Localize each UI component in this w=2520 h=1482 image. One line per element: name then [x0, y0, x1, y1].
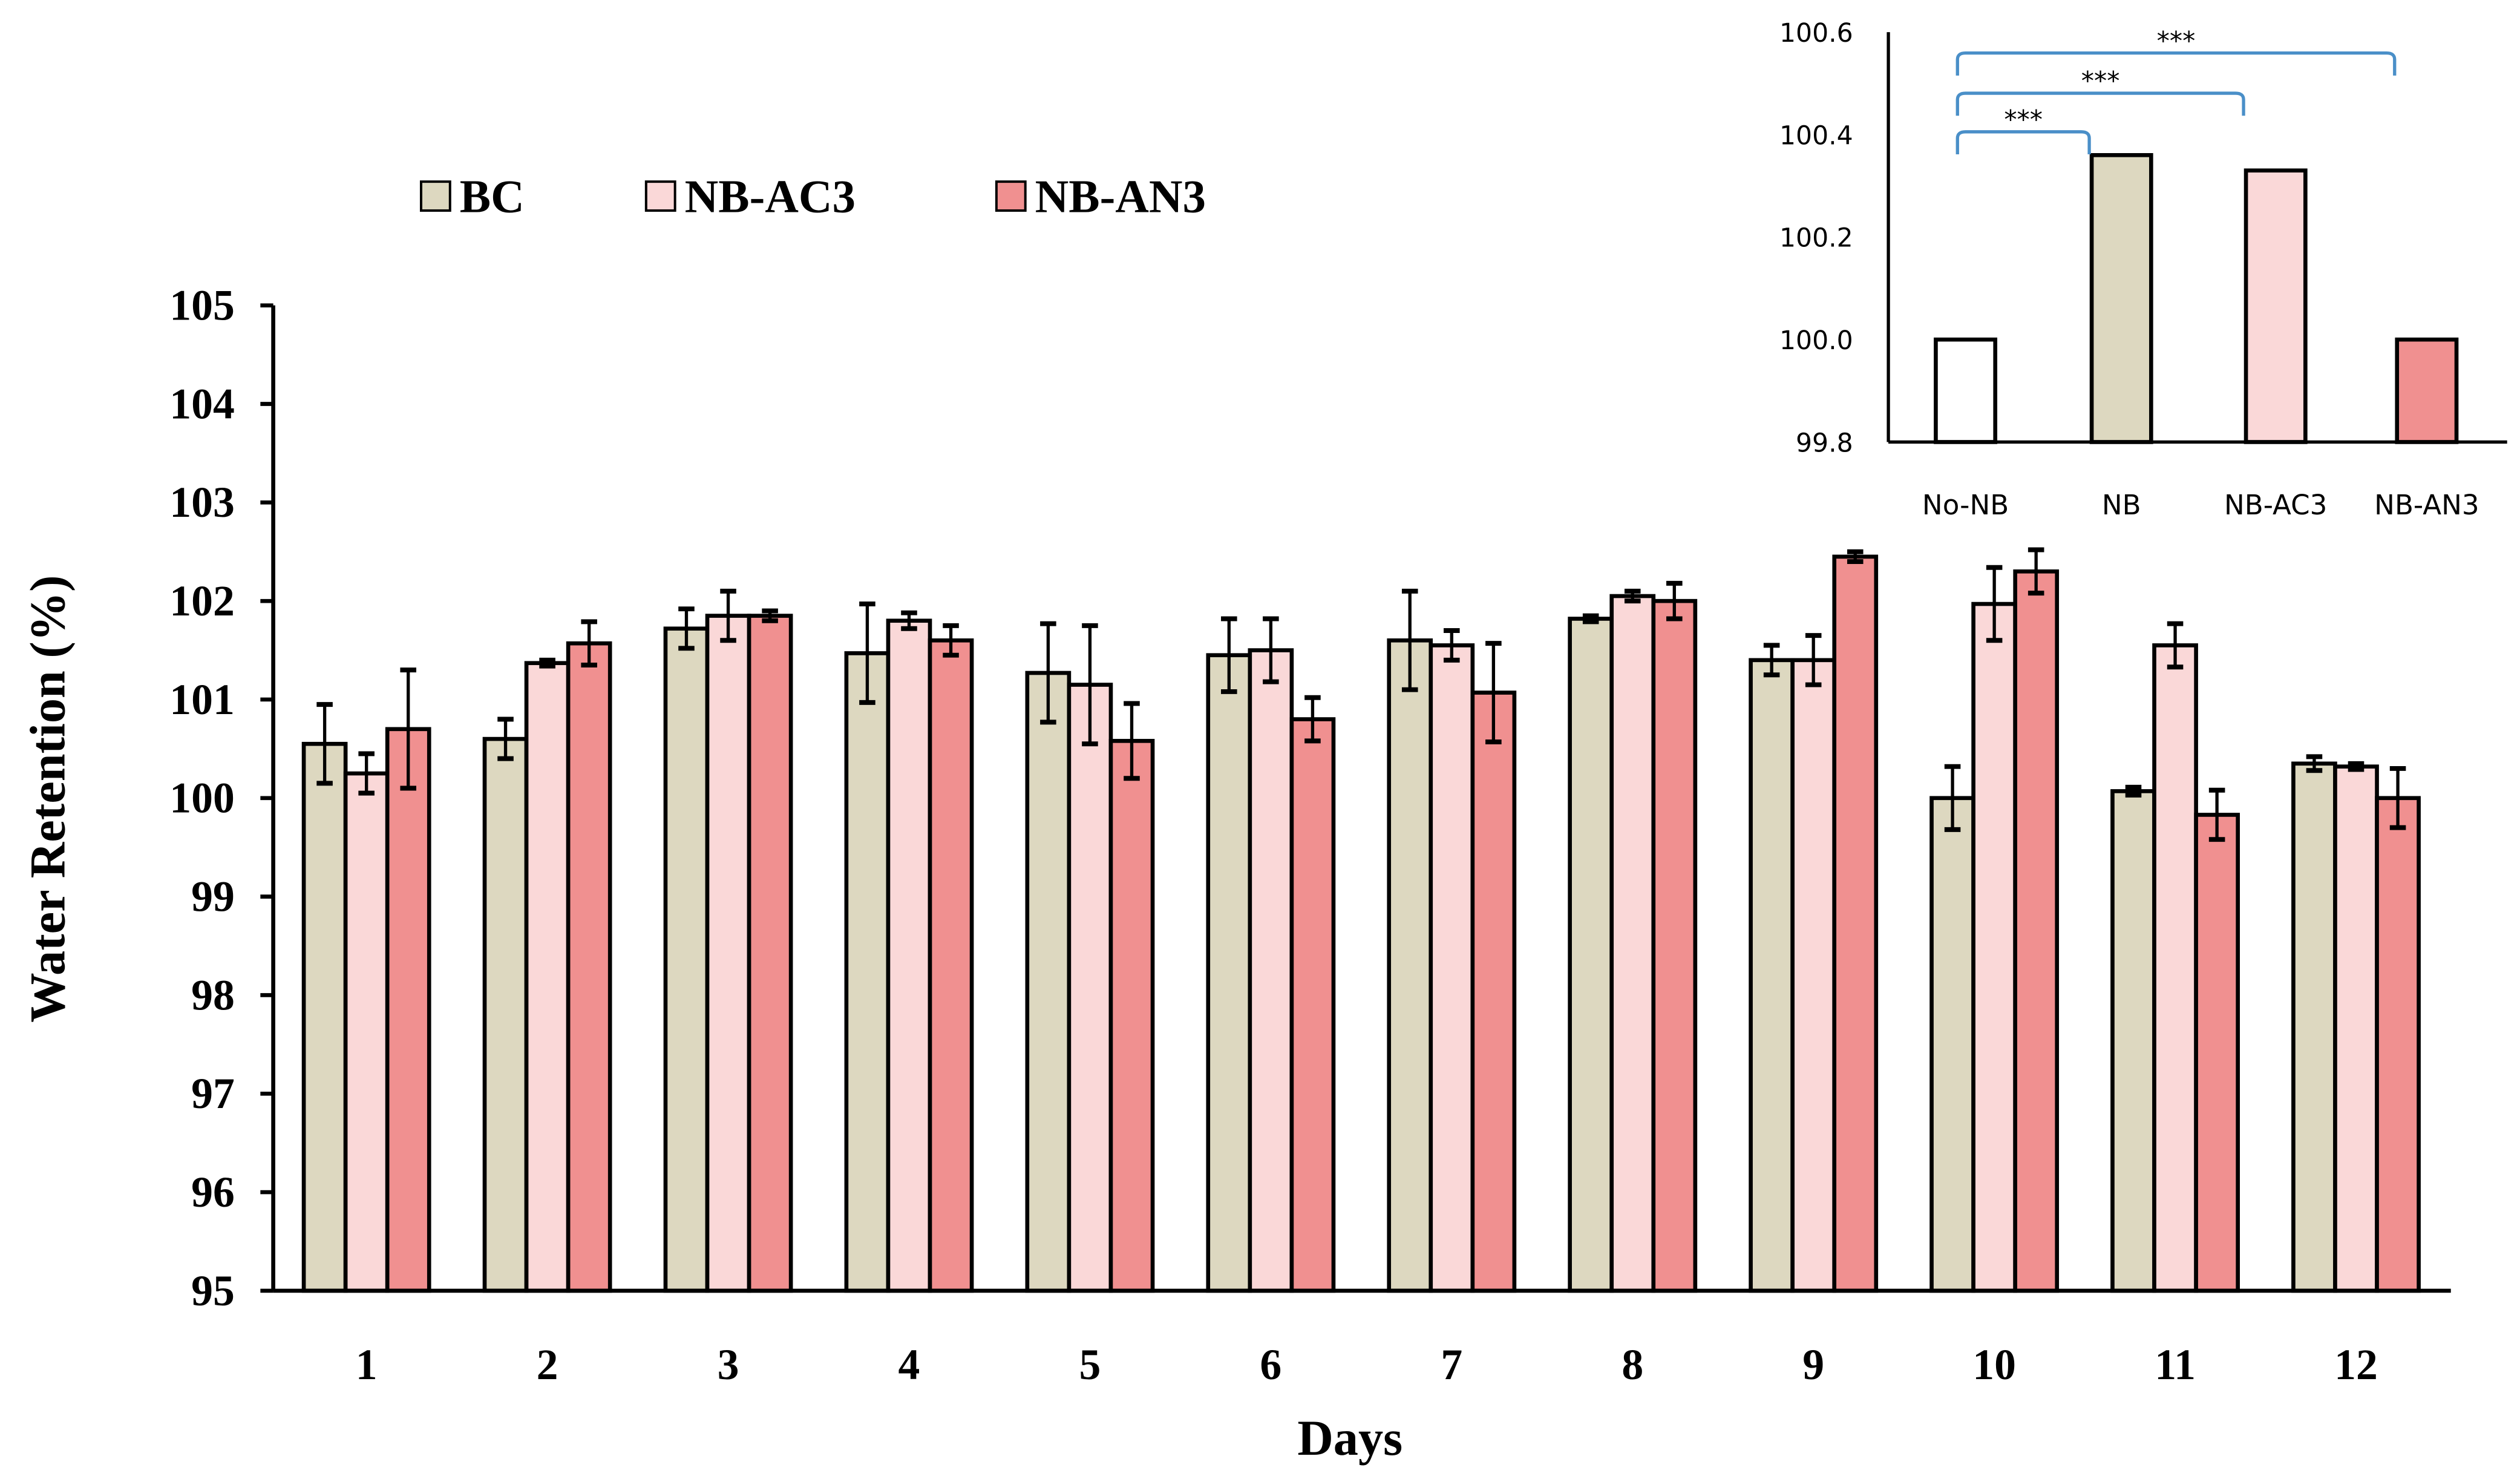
x-tick-label: 5 [1079, 1340, 1101, 1389]
legend-label: NB-AC3 [685, 171, 856, 223]
bar-nb-ac3-day-12 [2333, 764, 2379, 1293]
inset-bar-nb-ac3 [2243, 168, 2308, 444]
y-tick-label: 96 [191, 1168, 235, 1216]
x-tick-label: 1 [356, 1340, 378, 1389]
y-tick-label: 105 [169, 281, 235, 330]
y-tick-label: 98 [191, 971, 235, 1019]
inset-y-tick-label: 100.0 [1779, 326, 1853, 356]
y-tick-label: 97 [191, 1069, 235, 1118]
x-tick-label: 12 [2334, 1340, 2378, 1389]
bar-nb-ac3-day-4 [886, 618, 932, 1293]
bar-nb-an3-day-11 [2194, 813, 2240, 1293]
bar-bc-day-3 [663, 626, 710, 1293]
bar-nb-an3-day-6 [1289, 717, 1336, 1293]
inset-x-tick-label: NB-AC3 [2224, 489, 2327, 521]
bar-bc-day-5 [1025, 671, 1072, 1293]
bar-nb-ac3-day-5 [1067, 683, 1113, 1293]
y-tick-label: 101 [169, 675, 235, 724]
legend-label: NB-AN3 [1035, 171, 1206, 223]
bar-nb-ac3-day-9 [1790, 658, 1837, 1293]
y-tick-label: 95 [191, 1267, 235, 1315]
y-axis-title: Water Retention (%) [20, 575, 75, 1022]
y-tick-label: 103 [169, 478, 235, 526]
legend-swatch-nb-ac3 [644, 180, 676, 212]
x-tick-label: 4 [898, 1340, 920, 1389]
inset-y-tick-label: 100.2 [1779, 224, 1853, 254]
bar-nb-an3-day-5 [1108, 739, 1155, 1293]
y-tick-label: 100 [169, 774, 235, 822]
significance-label: *** [2081, 67, 2120, 97]
significance-bracket [1955, 91, 2245, 116]
bar-nb-an3-day-2 [566, 641, 612, 1293]
bar-nb-an3-day-7 [1470, 690, 1517, 1293]
legend-label: BC [460, 171, 525, 223]
x-tick-label: 2 [537, 1340, 558, 1389]
x-tick-label: 11 [2155, 1340, 2196, 1389]
bar-bc-day-7 [1387, 638, 1433, 1293]
inset-bar-no-nb [1934, 337, 1998, 444]
bar-nb-an3-day-4 [928, 638, 974, 1293]
inset-x-tick-label: NB [2102, 489, 2141, 521]
bar-bc-day-12 [2291, 761, 2337, 1293]
significance-label: *** [2004, 105, 2043, 135]
bar-nb-ac3-day-1 [343, 771, 390, 1293]
bar-nb-an3-day-8 [1651, 598, 1698, 1293]
inset-y-tick-label: 99.8 [1796, 428, 1853, 458]
y-tick-label: 104 [169, 379, 235, 428]
bar-nb-ac3-day-7 [1429, 643, 1475, 1293]
bar-nb-an3-day-3 [747, 614, 793, 1293]
significance-bracket [1955, 130, 2091, 154]
bar-bc-day-2 [482, 736, 529, 1293]
inset-x-tick-label: No-NB [1922, 489, 2009, 521]
bar-bc-day-6 [1206, 653, 1252, 1293]
inset-y-tick-label: 100.6 [1779, 19, 1853, 48]
x-tick-label: 9 [1802, 1340, 1824, 1389]
bar-nb-an3-day-1 [385, 727, 431, 1293]
x-axis-title: Days [1297, 1411, 1402, 1466]
inset-x-tick-label: NB-AN3 [2374, 489, 2479, 521]
bar-bc-day-11 [2110, 789, 2156, 1293]
inset-bar-nb-an3 [2395, 337, 2459, 444]
bar-nb-ac3-day-3 [705, 614, 751, 1293]
inset-y-tick-label: 100.4 [1779, 121, 1853, 151]
legend-swatch-bc [419, 180, 451, 212]
x-tick-label: 8 [1622, 1340, 1643, 1389]
x-tick-label: 7 [1441, 1340, 1462, 1389]
bar-nb-an3-day-10 [2013, 569, 2060, 1293]
bar-bc-day-4 [844, 651, 891, 1293]
bar-nb-ac3-day-6 [1248, 648, 1294, 1293]
bar-nb-an3-day-12 [2375, 796, 2421, 1293]
x-tick-label: 10 [1972, 1340, 2016, 1389]
bar-bc-day-10 [1929, 796, 1975, 1293]
bar-nb-ac3-day-2 [524, 661, 571, 1293]
bar-nb-ac3-day-11 [2152, 643, 2198, 1293]
bar-bc-day-9 [1749, 658, 1795, 1293]
significance-label: *** [2157, 27, 2196, 56]
inset-chart: No-NB NB NB-AC3 NB-AN3 99.8 100.0 100.2 100.4 10… [1779, 19, 2507, 521]
bar-nb-ac3-day-8 [1609, 594, 1656, 1293]
main-chart: 1 2 3 4 5 6 7 8 9 10 11 129596979899100101102103104… [20, 171, 2451, 1466]
y-tick-label: 99 [191, 873, 235, 921]
significance-bracket [1955, 51, 2397, 76]
inset-bar-nb [2089, 153, 2153, 444]
bar-bc-day-8 [1568, 617, 1614, 1293]
bar-bc-day-1 [301, 741, 348, 1293]
bar-nb-ac3-day-10 [1971, 602, 2017, 1293]
x-tick-label: 3 [718, 1340, 739, 1389]
x-tick-label: 6 [1260, 1340, 1281, 1389]
y-tick-label: 102 [169, 577, 235, 625]
bar-nb-an3-day-9 [1832, 554, 1879, 1293]
legend-swatch-nb-an3 [995, 180, 1027, 212]
